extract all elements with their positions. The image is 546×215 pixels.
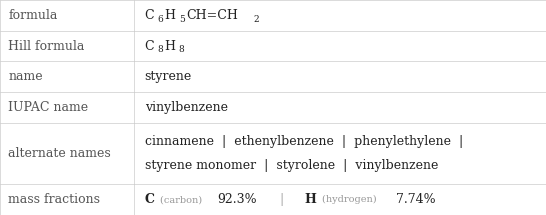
Text: 92.3%: 92.3% <box>217 193 257 206</box>
Bar <box>0 0 134 31</box>
Text: 6: 6 <box>157 15 163 24</box>
Bar <box>134 123 546 184</box>
Text: C: C <box>145 193 155 206</box>
Text: vinylbenzene: vinylbenzene <box>145 101 228 114</box>
Bar <box>134 31 546 61</box>
Text: 5: 5 <box>179 15 185 24</box>
Text: 8: 8 <box>157 45 163 54</box>
Text: H: H <box>164 40 175 53</box>
Text: C: C <box>145 40 155 53</box>
Bar <box>134 0 546 31</box>
Bar <box>0 31 134 61</box>
Text: (hydrogen): (hydrogen) <box>320 195 378 204</box>
Text: styrene monomer  |  styrolene  |  vinylbenzene: styrene monomer | styrolene | vinylbenze… <box>145 159 438 172</box>
Text: styrene: styrene <box>145 70 192 83</box>
Bar <box>0 123 134 184</box>
Text: 8: 8 <box>179 45 185 54</box>
Text: Hill formula: Hill formula <box>8 40 85 53</box>
Bar <box>0 184 134 215</box>
Bar <box>134 61 546 92</box>
Bar <box>0 92 134 123</box>
Text: |: | <box>268 193 296 206</box>
Text: C: C <box>145 9 155 22</box>
Text: formula: formula <box>8 9 57 22</box>
Text: (carbon): (carbon) <box>158 195 204 204</box>
Text: H: H <box>164 9 175 22</box>
Bar <box>0 61 134 92</box>
Text: mass fractions: mass fractions <box>8 193 100 206</box>
Text: CH=CH: CH=CH <box>186 9 238 22</box>
Text: alternate names: alternate names <box>8 147 111 160</box>
Text: name: name <box>8 70 43 83</box>
Bar <box>134 184 546 215</box>
Text: IUPAC name: IUPAC name <box>8 101 88 114</box>
Text: cinnamene  |  ethenylbenzene  |  phenylethylene  |: cinnamene | ethenylbenzene | phenylethyl… <box>145 135 463 148</box>
Text: H: H <box>305 193 317 206</box>
Text: 7.74%: 7.74% <box>396 193 435 206</box>
Text: 2: 2 <box>253 15 259 24</box>
Bar <box>134 92 546 123</box>
